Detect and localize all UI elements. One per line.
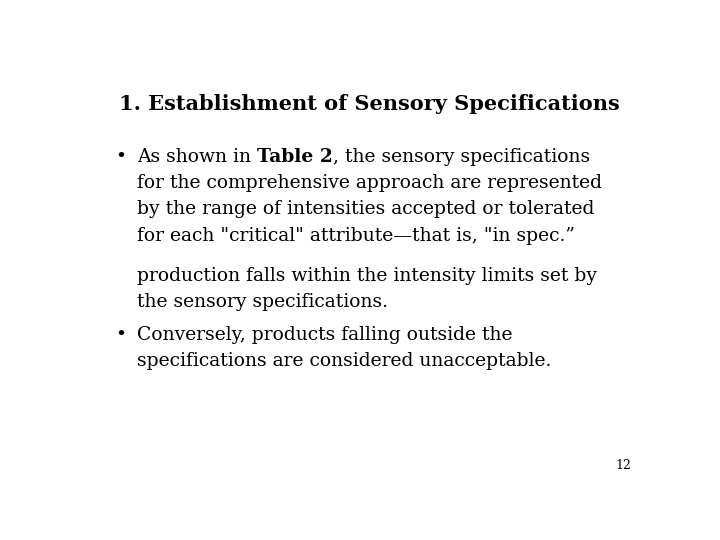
Text: 1. Establishment of Sensory Specifications: 1. Establishment of Sensory Specificatio… (119, 94, 619, 114)
Text: specifications are considered unacceptable.: specifications are considered unacceptab… (138, 352, 552, 370)
Text: , the sensory specifications: , the sensory specifications (333, 148, 590, 166)
Text: the sensory specifications.: the sensory specifications. (138, 294, 388, 312)
Text: for each "critical" attribute—that is, "in spec.”: for each "critical" attribute—that is, "… (138, 227, 575, 245)
Text: Table 2: Table 2 (258, 148, 333, 166)
Text: for the comprehensive approach are represented: for the comprehensive approach are repre… (138, 174, 603, 192)
Text: by the range of intensities accepted or tolerated: by the range of intensities accepted or … (138, 200, 595, 218)
Text: production falls within the intensity limits set by: production falls within the intensity li… (138, 267, 598, 285)
Text: •: • (115, 326, 126, 344)
Text: As shown in: As shown in (138, 148, 258, 166)
Text: 12: 12 (616, 460, 631, 472)
Text: •: • (115, 148, 126, 166)
Text: Conversely, products falling outside the: Conversely, products falling outside the (138, 326, 513, 344)
